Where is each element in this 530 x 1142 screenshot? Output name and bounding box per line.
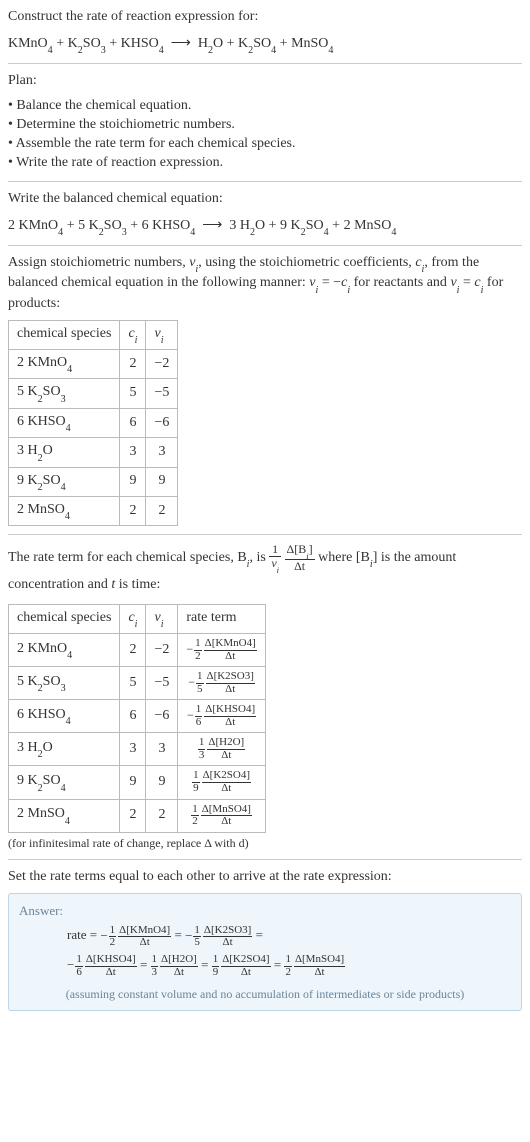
cell-rate: −16Δ[KHSO4]Δt bbox=[178, 700, 265, 733]
cell-c: 6 bbox=[120, 408, 146, 437]
construct-text: Construct the rate of reaction expressio… bbox=[8, 9, 258, 24]
divider bbox=[8, 181, 522, 182]
plan-item: • Balance the chemical equation. bbox=[8, 97, 522, 116]
cell-species: 5 K2SO3 bbox=[9, 379, 120, 408]
cell-c: 5 bbox=[120, 379, 146, 408]
balanced-heading: Write the balanced chemical equation: bbox=[8, 190, 522, 209]
col-species: chemical species bbox=[9, 604, 120, 633]
cell-rate: 13Δ[H2O]Δt bbox=[178, 733, 265, 766]
cell-nu: 2 bbox=[146, 799, 178, 832]
plan-list: • Balance the chemical equation.• Determ… bbox=[8, 97, 522, 173]
divider bbox=[8, 534, 522, 535]
table-row: 5 K2SO35−5−15Δ[K2SO3]Δt bbox=[9, 667, 266, 700]
cell-c: 9 bbox=[120, 766, 146, 799]
plan-item: • Write the rate of reaction expression. bbox=[8, 154, 522, 173]
balanced-label: Write the balanced chemical equation: bbox=[8, 191, 223, 206]
cell-nu: −5 bbox=[146, 379, 178, 408]
balanced-equation: 2 KMnO4 + 5 K2SO3 + 6 KHSO4 ⟶ 3 H2O + 9 … bbox=[8, 215, 522, 237]
table-row: 3 H2O33 bbox=[9, 438, 178, 467]
cell-species: 2 MnSO4 bbox=[9, 799, 120, 832]
plan-item: • Assemble the rate term for each chemic… bbox=[8, 135, 522, 154]
cell-nu: −6 bbox=[146, 408, 178, 437]
cell-nu: 3 bbox=[146, 733, 178, 766]
stoich-table: chemical speciesciνi2 KMnO42−25 K2SO35−5… bbox=[8, 320, 178, 527]
cell-species: 6 KHSO4 bbox=[9, 700, 120, 733]
cell-c: 9 bbox=[120, 467, 146, 496]
cell-c: 2 bbox=[120, 497, 146, 526]
cell-nu: −5 bbox=[146, 667, 178, 700]
cell-c: 3 bbox=[120, 733, 146, 766]
cell-c: 6 bbox=[120, 700, 146, 733]
table-row: 9 K2SO499 bbox=[9, 467, 178, 496]
rate-line-2: −16Δ[KHSO4]Δt = 13Δ[H2O]Δt = 19Δ[K2SO4]Δ… bbox=[67, 951, 511, 980]
unbalanced-equation: KMnO4 + K2SO3 + KHSO4 ⟶ H2O + K2SO4 + Mn… bbox=[8, 33, 522, 55]
cell-c: 2 bbox=[120, 350, 146, 379]
cell-species: 9 K2SO4 bbox=[9, 766, 120, 799]
cell-nu: 3 bbox=[146, 438, 178, 467]
plan-heading: Plan: bbox=[8, 72, 522, 91]
plan-label: Plan: bbox=[8, 73, 37, 88]
infinitesimal-note: (for infinitesimal rate of change, repla… bbox=[8, 835, 522, 851]
cell-c: 2 bbox=[120, 634, 146, 667]
cell-species: 6 KHSO4 bbox=[9, 408, 120, 437]
table-row: 9 K2SO49919Δ[K2SO4]Δt bbox=[9, 766, 266, 799]
table-row: 2 MnSO42212Δ[MnSO4]Δt bbox=[9, 799, 266, 832]
cell-rate: −15Δ[K2SO3]Δt bbox=[178, 667, 265, 700]
cell-nu: 2 bbox=[146, 497, 178, 526]
cell-rate: 19Δ[K2SO4]Δt bbox=[178, 766, 265, 799]
table-row: 2 MnSO422 bbox=[9, 497, 178, 526]
cell-rate: 12Δ[MnSO4]Δt bbox=[178, 799, 265, 832]
col-c: ci bbox=[120, 604, 146, 633]
cell-species: 3 H2O bbox=[9, 438, 120, 467]
table-row: 6 KHSO46−6 bbox=[9, 408, 178, 437]
answer-label: Answer: bbox=[19, 902, 511, 920]
cell-species: 2 KMnO4 bbox=[9, 634, 120, 667]
cell-c: 5 bbox=[120, 667, 146, 700]
cell-nu: −2 bbox=[146, 350, 178, 379]
divider bbox=[8, 859, 522, 860]
answer-box: Answer: rate = −12Δ[KMnO4]Δt = −15Δ[K2SO… bbox=[8, 893, 522, 1011]
answer-assumption: (assuming constant volume and no accumul… bbox=[19, 986, 511, 1002]
intro-heading: Construct the rate of reaction expressio… bbox=[8, 8, 522, 27]
col-nu: νi bbox=[146, 320, 178, 349]
cell-nu: 9 bbox=[146, 766, 178, 799]
col-rate: rate term bbox=[178, 604, 265, 633]
cell-rate: −12Δ[KMnO4]Δt bbox=[178, 634, 265, 667]
col-c: ci bbox=[120, 320, 146, 349]
cell-nu: −6 bbox=[146, 700, 178, 733]
rate-intro: The rate term for each chemical species,… bbox=[8, 543, 522, 597]
set-equal-text: Set the rate terms equal to each other t… bbox=[8, 868, 522, 887]
cell-c: 3 bbox=[120, 438, 146, 467]
col-nu: νi bbox=[146, 604, 178, 633]
answer-rate-expression: rate = −12Δ[KMnO4]Δt = −15Δ[K2SO3]Δt =−1… bbox=[19, 921, 511, 980]
cell-species: 2 MnSO4 bbox=[9, 497, 120, 526]
table-row: 6 KHSO46−6−16Δ[KHSO4]Δt bbox=[9, 700, 266, 733]
plan-item: • Determine the stoichiometric numbers. bbox=[8, 116, 522, 135]
assign-text: Assign stoichiometric numbers, νi, using… bbox=[8, 254, 522, 314]
table-row: 5 K2SO35−5 bbox=[9, 379, 178, 408]
col-species: chemical species bbox=[9, 320, 120, 349]
table-row: 3 H2O3313Δ[H2O]Δt bbox=[9, 733, 266, 766]
cell-nu: 9 bbox=[146, 467, 178, 496]
cell-species: 9 K2SO4 bbox=[9, 467, 120, 496]
cell-nu: −2 bbox=[146, 634, 178, 667]
divider bbox=[8, 245, 522, 246]
cell-species: 3 H2O bbox=[9, 733, 120, 766]
rate-table: chemical speciesciνirate term2 KMnO42−2−… bbox=[8, 604, 266, 833]
table-row: 2 KMnO42−2−12Δ[KMnO4]Δt bbox=[9, 634, 266, 667]
rate-line-1: rate = −12Δ[KMnO4]Δt = −15Δ[K2SO3]Δt = bbox=[67, 921, 511, 950]
divider bbox=[8, 63, 522, 64]
table-row: 2 KMnO42−2 bbox=[9, 350, 178, 379]
cell-species: 2 KMnO4 bbox=[9, 350, 120, 379]
cell-c: 2 bbox=[120, 799, 146, 832]
cell-species: 5 K2SO3 bbox=[9, 667, 120, 700]
